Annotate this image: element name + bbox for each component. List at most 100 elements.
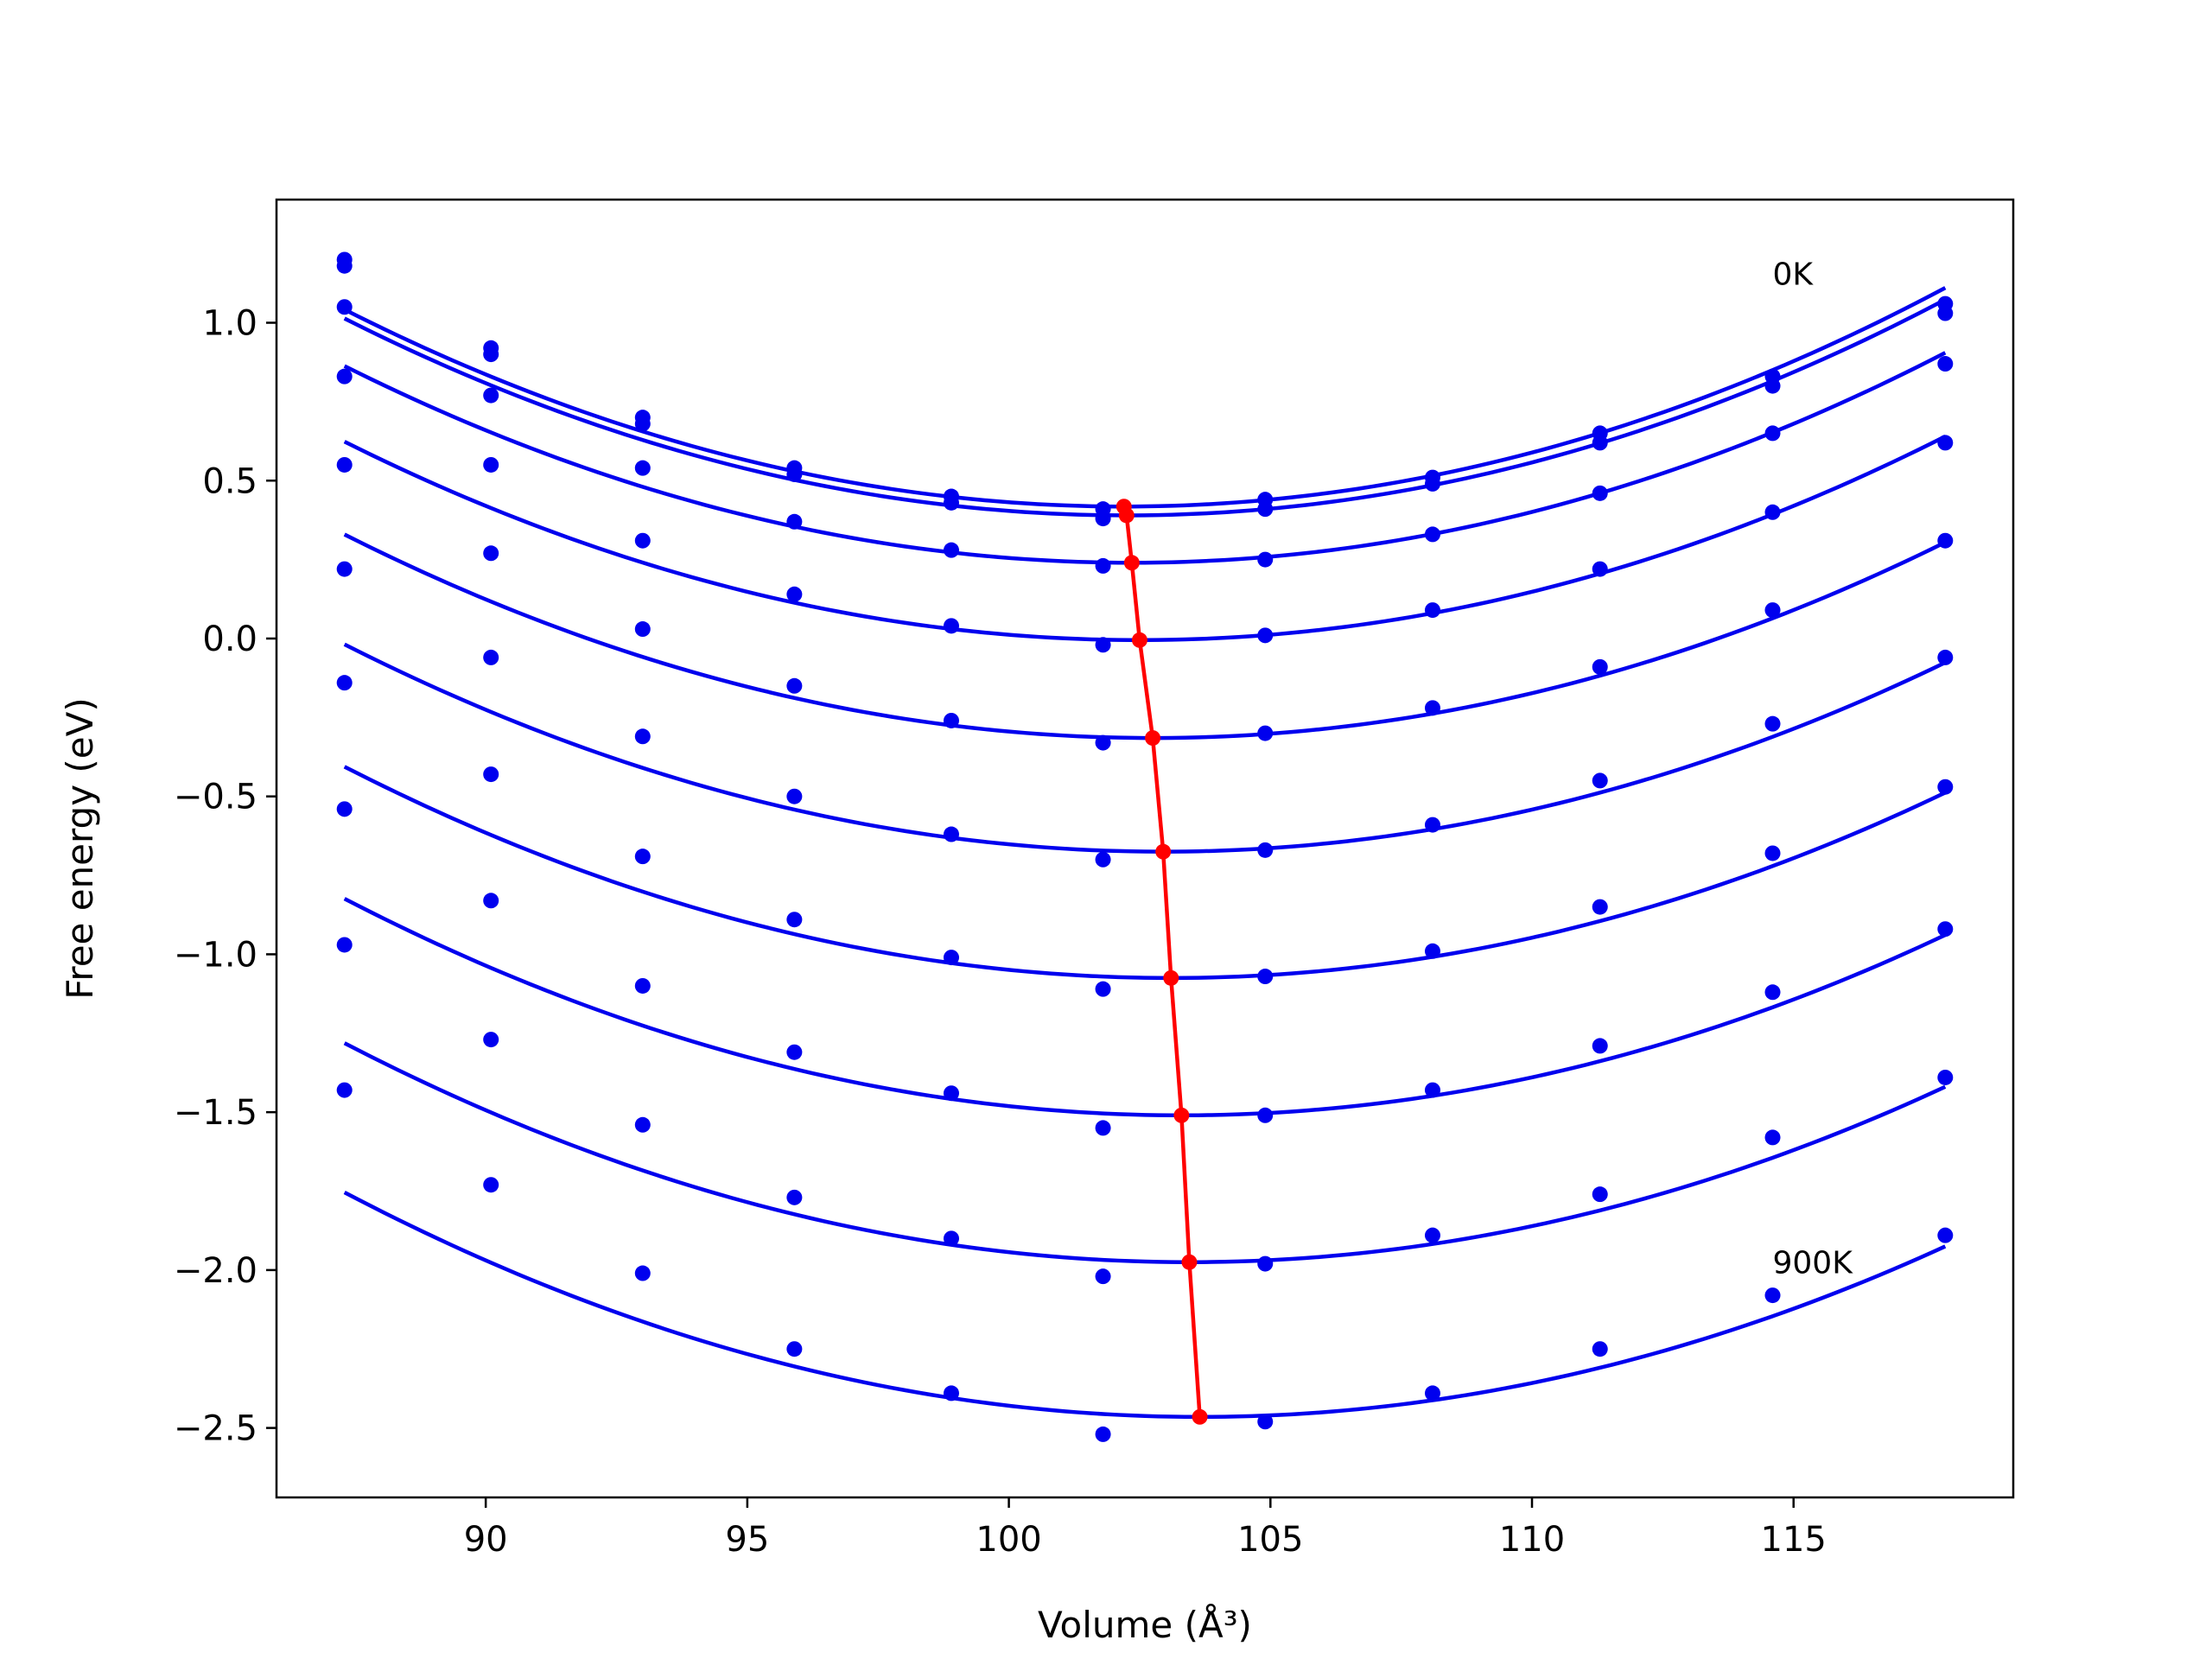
fit-curve-1 xyxy=(343,297,1947,518)
data-point-3-3 xyxy=(786,586,803,602)
data-point-2-4 xyxy=(943,542,959,558)
x-tick-label-115: 115 xyxy=(1761,1520,1827,1560)
data-point-5-10 xyxy=(1937,649,1954,665)
x-tick-label-100: 100 xyxy=(976,1520,1041,1560)
data-point-7-9 xyxy=(1764,984,1781,1001)
data-point-1-10 xyxy=(1937,305,1954,321)
data-point-9-6 xyxy=(1257,1414,1274,1430)
data-point-2-10 xyxy=(1937,356,1954,372)
data-point-5-6 xyxy=(1257,842,1274,858)
data-point-5-8 xyxy=(1592,772,1608,789)
data-point-4-3 xyxy=(786,677,803,694)
data-point-8-3 xyxy=(786,1189,803,1205)
data-point-9-10 xyxy=(1937,1227,1954,1243)
minimum-point-2 xyxy=(1123,555,1140,571)
x-tick-label-110: 110 xyxy=(1499,1520,1565,1560)
y-tick-label--2.5: −2.5 xyxy=(174,1409,257,1449)
data-point-7-0 xyxy=(336,801,353,817)
data-point-5-2 xyxy=(634,728,651,745)
data-point-2-5 xyxy=(1095,557,1111,574)
data-point-6-2 xyxy=(634,849,651,865)
data-point-4-0 xyxy=(336,456,353,473)
data-point-5-0 xyxy=(336,561,353,577)
data-point-1-1 xyxy=(483,346,499,363)
data-point-9-3 xyxy=(786,1341,803,1357)
data-point-9-4 xyxy=(943,1385,959,1402)
data-point-5-9 xyxy=(1764,715,1781,732)
fitted-curves xyxy=(343,286,1947,1420)
x-tick-label-95: 95 xyxy=(725,1520,769,1560)
data-point-3-4 xyxy=(943,618,959,634)
x-tick-label-90: 90 xyxy=(464,1520,508,1560)
data-point-8-8 xyxy=(1592,1186,1608,1203)
x-axis-label: Volume (Å³) xyxy=(1038,1603,1252,1646)
annotation-0k: 0K xyxy=(1773,257,1815,293)
data-point-8-5 xyxy=(1095,1268,1111,1285)
data-point-7-2 xyxy=(634,977,651,994)
data-point-2-9 xyxy=(1764,425,1781,442)
data-point-4-7 xyxy=(1424,700,1440,716)
data-point-3-0 xyxy=(336,368,353,385)
y-tick-label--1: −1.0 xyxy=(174,935,257,975)
minimum-point-9 xyxy=(1192,1408,1208,1425)
fit-curve-9 xyxy=(343,1190,1947,1420)
data-point-7-10 xyxy=(1937,921,1954,938)
data-point-2-7 xyxy=(1424,526,1440,543)
x-axis-ticks: 90 95 100 105 110 115 xyxy=(464,1497,1827,1560)
data-point-2-2 xyxy=(634,460,651,476)
y-tick-label-0: 0.0 xyxy=(202,620,257,659)
fit-curve-6 xyxy=(343,765,1947,981)
data-points xyxy=(336,251,1954,1442)
data-point-5-3 xyxy=(786,788,803,804)
data-point-9-2 xyxy=(634,1265,651,1281)
data-point-7-1 xyxy=(483,893,499,909)
data-point-5-1 xyxy=(483,649,499,665)
data-point-7-5 xyxy=(1095,1120,1111,1136)
data-point-7-6 xyxy=(1257,1107,1274,1123)
data-point-6-9 xyxy=(1764,845,1781,861)
y-tick-label-1: 1.0 xyxy=(202,304,257,344)
data-point-2-1 xyxy=(483,387,499,404)
data-point-5-4 xyxy=(943,826,959,842)
data-point-1-3 xyxy=(786,466,803,482)
data-point-7-8 xyxy=(1592,1038,1608,1054)
annotation-900k: 900K xyxy=(1773,1246,1854,1281)
data-point-5-7 xyxy=(1424,817,1440,833)
minimum-point-3 xyxy=(1131,632,1147,648)
fit-curve-5 xyxy=(343,642,1947,854)
data-point-1-4 xyxy=(943,494,959,511)
data-point-6-8 xyxy=(1592,899,1608,915)
data-point-2-0 xyxy=(336,299,353,315)
data-point-4-5 xyxy=(1095,734,1111,751)
data-point-2-8 xyxy=(1592,485,1608,501)
data-point-8-1 xyxy=(483,1032,499,1048)
data-point-3-5 xyxy=(1095,637,1111,653)
data-point-6-3 xyxy=(786,912,803,928)
data-point-7-7 xyxy=(1424,1082,1440,1098)
minimum-point-5 xyxy=(1155,843,1172,860)
data-point-4-4 xyxy=(943,712,959,728)
data-point-6-5 xyxy=(1095,981,1111,997)
plot-frame xyxy=(275,198,2015,1499)
data-point-8-7 xyxy=(1424,1227,1440,1243)
minimum-point-4 xyxy=(1145,730,1161,747)
minima-line xyxy=(1116,499,1208,1425)
fit-curve-8 xyxy=(343,1041,1947,1264)
data-point-3-9 xyxy=(1764,504,1781,520)
data-point-6-6 xyxy=(1257,969,1274,985)
data-point-8-2 xyxy=(634,1116,651,1133)
data-point-4-2 xyxy=(634,621,651,638)
data-point-6-10 xyxy=(1937,779,1954,795)
data-point-4-8 xyxy=(1592,658,1608,675)
data-point-4-10 xyxy=(1937,532,1954,549)
data-point-9-7 xyxy=(1424,1385,1440,1402)
data-point-7-4 xyxy=(943,1085,959,1102)
minimum-point-1 xyxy=(1118,507,1135,524)
data-point-1-7 xyxy=(1424,475,1440,492)
minimum-point-8 xyxy=(1181,1254,1198,1270)
y-axis-ticks: 1.0 0.5 0.0 −0.5 −1.0 −1.5 −2.0 −2.5 xyxy=(174,304,276,1449)
data-point-1-0 xyxy=(336,257,353,274)
data-point-2-6 xyxy=(1257,551,1274,568)
data-point-4-6 xyxy=(1257,725,1274,741)
